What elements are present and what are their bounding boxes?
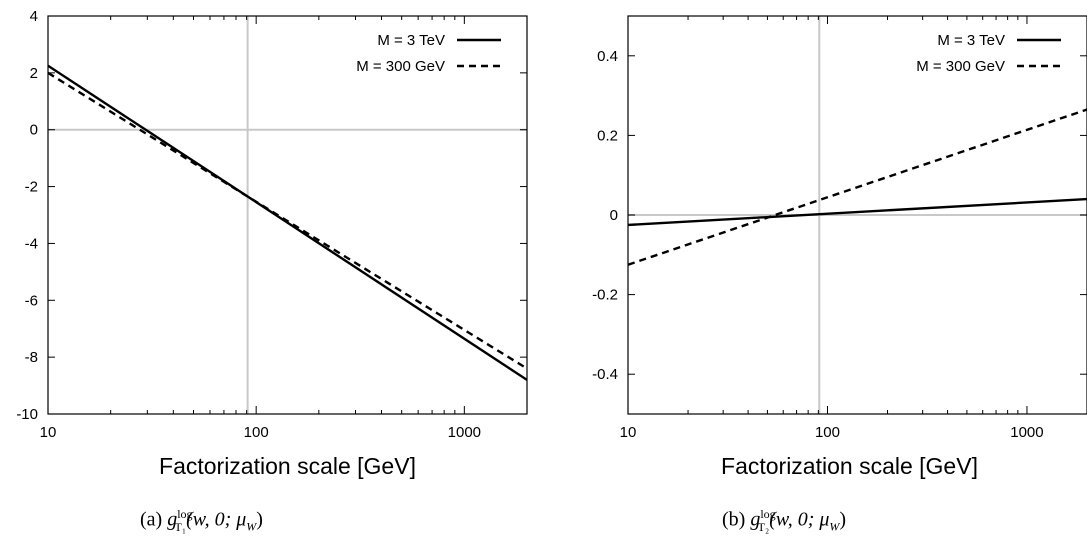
- chart-b-legend-label-1: M = 3 TeV: [937, 32, 1005, 49]
- chart-b-ytick-label: -0.2: [592, 287, 618, 304]
- chart-a-frame: [47, 15, 528, 415]
- chart-a-series-2-line: [48, 71, 527, 370]
- chart-a-ytick-label: -8: [25, 349, 38, 366]
- caption-a-args-sub: W: [246, 519, 257, 534]
- chart-a-series-1-line: [48, 64, 527, 381]
- chart-b-series-1-line: [628, 197, 1087, 227]
- caption-a-args: (w, 0; μ: [186, 508, 247, 531]
- chart-b-series-2-line: [628, 108, 1087, 266]
- chart-a-xlabel: Factorization scale [GeV]: [159, 453, 416, 479]
- caption-b: (b) glogT₂(w, 0; μW): [722, 507, 847, 534]
- caption-a-close: ): [256, 508, 263, 531]
- caption-a-sub: T₁: [174, 519, 187, 534]
- chart-b-ytick-label: 0: [610, 207, 618, 224]
- chart-a-xtick-label: 100: [244, 424, 269, 441]
- chart-a-ytick-label: -4: [25, 235, 38, 252]
- chart-a-legend-label-1: M = 3 TeV: [377, 32, 445, 49]
- caption-b-sup: log: [760, 507, 776, 521]
- chart-a: -10 -8 -6 -4 -2 0 2 4 10 100 1000 Factorization sca…: [16, 8, 528, 479]
- caption-b-args: (w, 0; μ: [769, 508, 830, 531]
- chart-a-ytick-label: -6: [25, 292, 38, 309]
- chart-b-ytick-label: 0.4: [597, 48, 618, 65]
- caption-b-args-sub: W: [829, 519, 840, 534]
- chart-b-xtick-label: 1000: [1010, 424, 1043, 441]
- caption-a: (a) glogT₁(w, 0; μW): [140, 507, 263, 534]
- chart-b-xtick-label: 100: [815, 424, 840, 441]
- caption-a-prefix: (a): [140, 508, 163, 531]
- chart-a-ytick-label: 2: [30, 65, 38, 82]
- caption-b-prefix: (b): [722, 508, 746, 531]
- caption-b-close: ): [839, 508, 847, 531]
- chart-a-ytick-label: -10: [16, 406, 38, 423]
- chart-a-xtick-label: 10: [40, 424, 57, 441]
- chart-a-ytick-label: 4: [30, 8, 38, 25]
- chart-b-ytick-label: -0.4: [592, 366, 618, 383]
- chart-a-xtick-label: 1000: [448, 424, 481, 441]
- chart-b-xlabel: Factorization scale [GeV]: [721, 453, 978, 479]
- chart-b-xtick-label: 10: [620, 424, 637, 441]
- caption-b-sub: T₂: [757, 519, 770, 534]
- caption-a-sup: log: [177, 507, 193, 521]
- chart-a-legend-label-2: M = 300 GeV: [356, 58, 445, 75]
- chart-a-ytick-label: 0: [30, 122, 38, 139]
- chart-b: -0.4 -0.2 0 0.2 0.4 10 100 1000 Factorization sc…: [592, 15, 1087, 479]
- chart-a-ytick-label: -2: [25, 179, 38, 196]
- chart-b-ytick-label: 0.2: [597, 127, 618, 144]
- chart-b-legend-label-2: M = 300 GeV: [916, 58, 1005, 75]
